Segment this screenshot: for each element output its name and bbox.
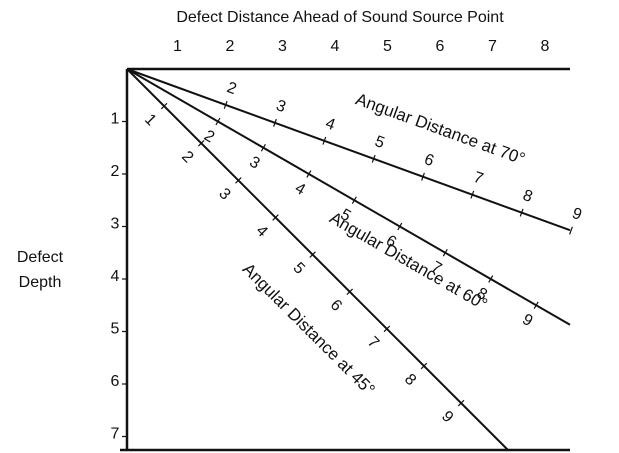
- line-tick-label: 2: [178, 148, 196, 166]
- line-tick-label: 8: [401, 371, 419, 389]
- line-tick: [569, 226, 573, 235]
- line-tick: [223, 100, 228, 109]
- line-tick-label: 5: [290, 259, 308, 277]
- line-tick-label: 6: [327, 297, 345, 315]
- line-label: Angular Distance at 70°: [353, 90, 528, 169]
- line-tick-label: 4: [252, 222, 270, 240]
- left-tick-label: 1: [111, 111, 120, 128]
- line-tick-label: 4: [292, 180, 308, 199]
- line-tick: [197, 139, 205, 147]
- line-tick: [260, 143, 266, 152]
- angle-line: [126, 68, 509, 451]
- line-tick-label: 3: [215, 185, 233, 203]
- line-tick-label: 2: [201, 127, 217, 146]
- line-tick-label: 5: [372, 133, 386, 152]
- line-tick-label: 8: [520, 187, 534, 206]
- top-tick-label: 6: [436, 38, 445, 55]
- line-tick: [273, 118, 277, 127]
- title: Defect Distance Ahead of Sound Source Po…: [176, 9, 504, 26]
- left-tick-label: 2: [111, 163, 120, 180]
- line-tick: [470, 190, 475, 199]
- left-tick-label: 6: [111, 373, 120, 390]
- line-tick: [420, 362, 428, 370]
- left-axis-title: Defect: [17, 249, 64, 266]
- line-tick-label: 6: [422, 151, 436, 170]
- line-tick: [383, 325, 391, 333]
- top-tick-label: 1: [173, 38, 182, 55]
- top-tick-label: 8: [541, 38, 550, 55]
- top-tick-label: 7: [488, 38, 497, 55]
- line-tick-label: 9: [519, 311, 535, 330]
- line-tick: [160, 102, 168, 110]
- line-tick-label: 9: [438, 408, 456, 426]
- line-tick: [442, 248, 448, 257]
- line-tick: [306, 170, 312, 178]
- left-tick-label: 3: [111, 216, 120, 233]
- angle-line: [126, 68, 571, 326]
- top-tick-label: 2: [226, 38, 235, 55]
- line-tick: [322, 136, 327, 145]
- left-tick-label: 5: [111, 321, 120, 338]
- angle-line: [126, 68, 571, 232]
- line-label: Angular Distance at 45°: [239, 259, 379, 399]
- left-axis-title: Depth: [19, 274, 62, 291]
- line-label: Angular Distance at 60°: [326, 208, 490, 314]
- line-tick: [272, 214, 279, 221]
- line-tick: [351, 196, 357, 205]
- line-tick: [235, 177, 242, 184]
- line-tick: [533, 301, 539, 310]
- line-tick-label: 7: [364, 334, 382, 352]
- top-tick-label: 5: [383, 38, 392, 55]
- line-tick-label: 3: [246, 154, 262, 173]
- line-tick-label: 7: [471, 169, 485, 188]
- line-tick: [397, 222, 403, 231]
- line-tick: [519, 208, 524, 217]
- left-tick-label: 4: [111, 268, 120, 285]
- line-tick-label: 3: [274, 97, 288, 116]
- top-tick-label: 3: [278, 38, 287, 55]
- line-tick-label: 9: [570, 205, 584, 224]
- line-tick: [421, 172, 425, 181]
- line-tick: [488, 275, 494, 283]
- line-tick-label: 1: [141, 111, 159, 129]
- line-tick-label: 2: [224, 79, 238, 98]
- left-tick-label: 7: [111, 426, 120, 443]
- line-tick: [371, 154, 376, 163]
- line-tick: [309, 251, 316, 258]
- line-tick: [457, 399, 465, 407]
- line-tick-label: 4: [323, 115, 337, 134]
- line-tick: [346, 288, 353, 295]
- line-tick: [215, 117, 221, 126]
- top-tick-label: 4: [331, 38, 340, 55]
